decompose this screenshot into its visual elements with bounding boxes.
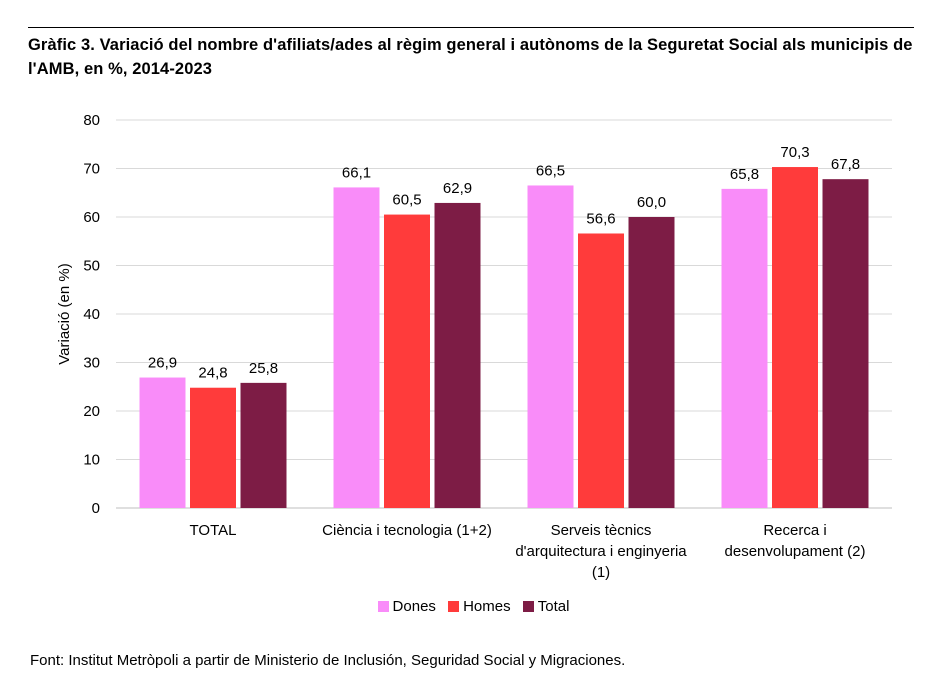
legend-item-total: Total — [522, 598, 570, 615]
bar-total — [434, 202, 481, 508]
bar-dones — [721, 188, 768, 508]
data-label-homes: 56,6 — [586, 210, 615, 227]
legend-swatch-dones — [377, 601, 389, 612]
data-label-total: 25,8 — [249, 360, 278, 377]
y-tick-label: 60 — [83, 209, 100, 226]
x-tick-label: d'arquitectura i enginyeria — [515, 543, 687, 560]
bar-homes — [384, 214, 430, 508]
y-tick-label: 30 — [83, 355, 100, 372]
data-label-dones: 26,9 — [148, 355, 177, 372]
data-label-total: 60,0 — [637, 194, 666, 211]
bar-chart: 0 10 20 30 40 50 60 70 80 Variació (en %) 26,9 24,8… — [56, 112, 892, 581]
bar-total — [822, 179, 869, 509]
legend: Dones Homes Total — [0, 598, 947, 615]
y-tick-label: 10 — [83, 452, 100, 469]
data-label-total: 62,9 — [443, 180, 472, 197]
source-note: Font: Institut Metròpoli a partir de Min… — [30, 652, 626, 669]
y-tick-label: 0 — [92, 500, 100, 517]
bar-dones — [139, 377, 186, 508]
bar-total — [628, 217, 675, 508]
legend-item-dones: Dones — [377, 598, 436, 615]
x-tick-label: (1) — [592, 564, 610, 581]
x-tick-label: Ciència i tecnologia (1+2) — [322, 522, 492, 539]
legend-item-homes: Homes — [448, 598, 511, 615]
x-tick-label: Serveis tècnics — [551, 522, 652, 539]
chart-title: Gràfic 3. Variació del nombre d'afiliats… — [28, 36, 913, 78]
x-tick-label: Recerca i — [763, 522, 826, 539]
x-tick-label: TOTAL — [190, 522, 237, 539]
legend-label-dones: Dones — [392, 598, 436, 615]
data-label-dones: 66,5 — [536, 162, 565, 179]
bar-homes — [190, 387, 236, 508]
bar-dones — [527, 185, 574, 508]
data-label-total: 67,8 — [831, 156, 860, 173]
x-tick-label: desenvolupament (2) — [725, 543, 866, 560]
legend-label-total: Total — [537, 598, 570, 615]
y-axis-label: Variació (en %) — [56, 263, 73, 364]
y-tick-label: 40 — [83, 306, 100, 323]
data-label-homes: 24,8 — [198, 365, 227, 382]
y-tick-label: 70 — [83, 161, 100, 178]
bar-dones — [333, 187, 380, 509]
y-tick-label: 20 — [83, 403, 100, 420]
legend-swatch-homes — [448, 601, 460, 612]
legend-swatch-total — [522, 601, 534, 612]
legend-label-homes: Homes — [463, 598, 511, 615]
data-label-homes: 70,3 — [780, 144, 809, 161]
y-tick-label: 50 — [83, 258, 100, 275]
bar-homes — [578, 233, 624, 509]
bar-total — [240, 382, 287, 508]
bar-homes — [772, 167, 818, 509]
top-rule — [28, 27, 914, 28]
data-label-dones: 65,8 — [730, 166, 759, 183]
data-label-homes: 60,5 — [392, 192, 421, 209]
y-tick-label: 80 — [83, 112, 100, 129]
data-label-dones: 66,1 — [342, 164, 371, 181]
